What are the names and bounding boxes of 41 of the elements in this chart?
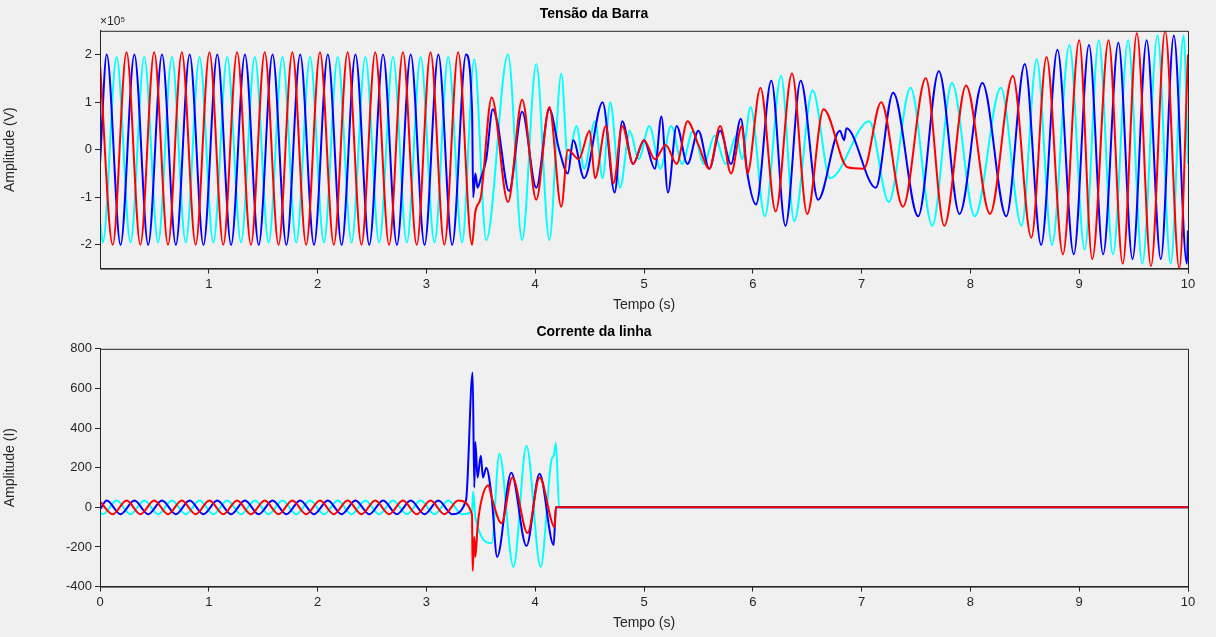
x-tick-label: 10 [1180,593,1196,609]
x-tick-label: 9 [1075,275,1083,291]
x-tick-label: 8 [966,593,975,609]
x-tick-label: 5 [640,593,648,609]
x-tick-label: 9 [1075,593,1083,609]
x-axis-title: Tempo (s) [612,296,676,313]
x-tick-label: 1 [205,275,213,291]
y-tick-label: -2 [80,236,92,252]
x-tick-label: 6 [749,593,757,609]
y-tick-label: -200 [65,538,92,554]
y-axis-title: Amplitude (V) [1,107,18,193]
x-tick-label: 2 [313,275,322,291]
line-series [100,476,1188,572]
x-tick-label: 4 [531,593,539,609]
y-tick-label: 400 [70,419,92,435]
x-tick-label: 3 [422,593,431,609]
text: ×10⁵ [100,14,126,29]
x-tick-label: 7 [857,593,866,609]
y-tick-label: 1 [84,93,92,109]
x-tick-label: 0 [96,593,104,609]
x-axis-title: Tempo (s) [612,614,676,631]
y-tick-label: 600 [70,380,92,396]
y-tick-label: -400 [65,578,92,594]
x-tick-label: 1 [205,593,213,609]
chart-title: Tensão da Barra [539,5,649,22]
chart-title: Corrente da linha [536,323,652,340]
y-tick-label: 2 [84,46,92,62]
x-tick-label: 6 [749,275,757,291]
y-tick-label: 800 [70,340,92,356]
x-tick-label: 5 [640,275,648,291]
x-tick-label: 10 [1180,275,1196,291]
x-tick-label: 3 [422,275,431,291]
y-tick-label: 0 [84,141,92,157]
y-tick-label: -1 [80,188,92,204]
y-tick-label: 200 [70,459,92,475]
x-tick-label: 2 [313,593,322,609]
x-tick-label: 4 [531,275,539,291]
y-axis-title: Amplitude (I) [1,428,18,508]
y-tick-label: 0 [84,498,92,514]
x-tick-label: 8 [966,275,975,291]
x-tick-label: 7 [857,275,866,291]
